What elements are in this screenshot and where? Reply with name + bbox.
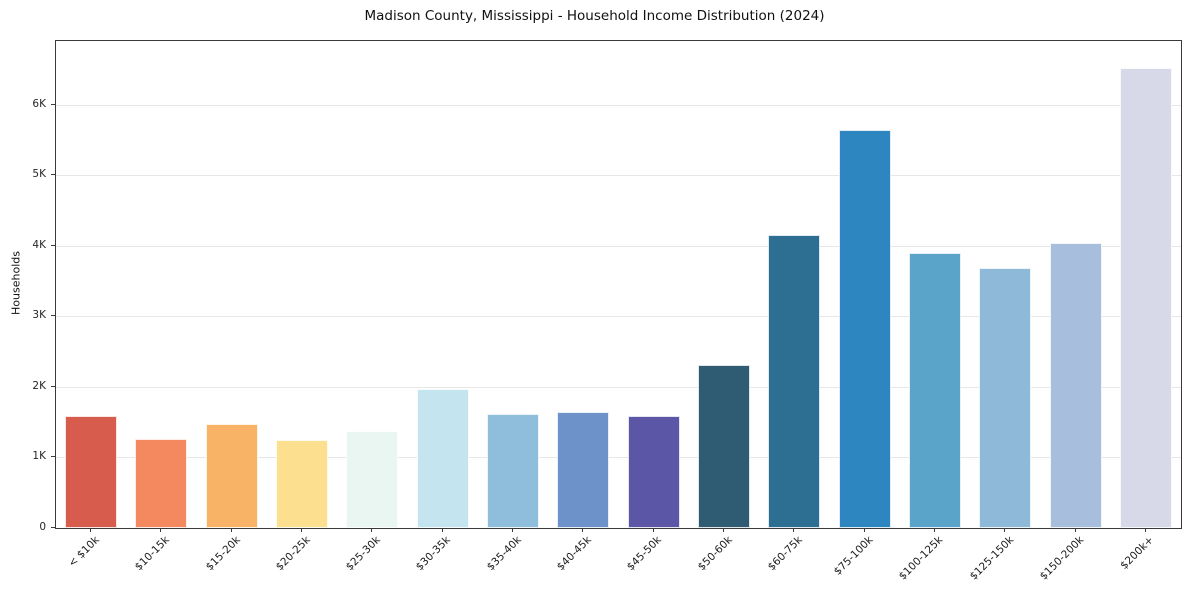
x-tick-mark bbox=[301, 528, 303, 532]
bar--150-200k bbox=[1049, 242, 1102, 528]
gridline bbox=[56, 245, 1181, 247]
gridline bbox=[56, 104, 1181, 106]
x-tick-label: $125-150k bbox=[967, 534, 1016, 583]
gridline bbox=[56, 175, 1181, 177]
y-tick-label: 2K bbox=[32, 379, 46, 392]
y-axis-label: Households bbox=[9, 251, 23, 315]
y-tick-mark bbox=[51, 456, 55, 458]
bar--200k- bbox=[1119, 67, 1172, 528]
x-tick-mark bbox=[160, 528, 162, 532]
y-tick-mark bbox=[51, 315, 55, 317]
y-tick-label: 4K bbox=[32, 238, 46, 251]
x-tick-mark bbox=[722, 528, 724, 532]
x-tick-mark bbox=[582, 528, 584, 532]
bar--125-150k bbox=[979, 268, 1032, 528]
x-tick-mark bbox=[512, 528, 514, 532]
bar--45-50k bbox=[627, 416, 680, 528]
bar--30-35k bbox=[416, 388, 469, 528]
x-tick-mark bbox=[441, 528, 443, 532]
y-tick-mark bbox=[51, 527, 55, 528]
bar--50-60k bbox=[697, 364, 750, 528]
y-tick-mark bbox=[51, 103, 55, 105]
x-tick-label: $25-30k bbox=[343, 534, 383, 574]
x-tick-label: $100-125k bbox=[896, 534, 946, 583]
bar--40-45k bbox=[557, 412, 610, 528]
bar--20-25k bbox=[276, 440, 329, 528]
x-tick-label: $30-35k bbox=[414, 534, 454, 574]
x-tick-mark bbox=[793, 528, 795, 532]
y-tick-mark bbox=[51, 244, 55, 246]
x-tick-label: $40-45k bbox=[554, 534, 594, 574]
y-tick-label: 1K bbox=[32, 450, 46, 463]
bar--100-125k bbox=[908, 252, 961, 528]
x-tick-mark bbox=[90, 528, 92, 532]
x-tick-label: $20-25k bbox=[273, 534, 313, 574]
y-tick-label: 5K bbox=[32, 168, 46, 181]
bar--35-40k bbox=[487, 414, 540, 528]
x-tick-label: < $10k bbox=[66, 534, 102, 570]
x-tick-mark bbox=[230, 528, 232, 532]
bar--60-75k bbox=[768, 235, 821, 528]
x-tick-mark bbox=[1144, 528, 1146, 532]
x-tick-label: $200k+ bbox=[1118, 534, 1157, 572]
x-tick-label: $75-100k bbox=[831, 534, 876, 578]
bar--75-100k bbox=[838, 129, 891, 528]
plot-area bbox=[55, 40, 1182, 529]
y-tick-mark bbox=[51, 174, 55, 176]
x-tick-label: $15-20k bbox=[203, 534, 243, 574]
x-tick-label: $150-200k bbox=[1037, 534, 1087, 583]
bar--25-30k bbox=[346, 431, 399, 528]
gridline bbox=[56, 457, 1181, 459]
y-tick-mark bbox=[51, 385, 55, 387]
bar--10k bbox=[65, 416, 118, 528]
y-tick-label: 0 bbox=[39, 521, 46, 533]
x-tick-mark bbox=[933, 528, 935, 532]
x-tick-mark bbox=[863, 528, 865, 532]
y-tick-label: 3K bbox=[32, 309, 46, 322]
x-tick-label: $10-15k bbox=[132, 534, 172, 574]
x-tick-mark bbox=[1074, 528, 1076, 532]
chart-title: Madison County, Mississippi - Household … bbox=[364, 8, 825, 24]
x-tick-label: $50-60k bbox=[695, 534, 735, 574]
y-tick-label: 6K bbox=[32, 97, 46, 110]
bar--10-15k bbox=[135, 439, 188, 528]
x-tick-mark bbox=[371, 528, 373, 532]
x-tick-label: $45-50k bbox=[625, 534, 665, 574]
x-tick-label: $60-75k bbox=[765, 534, 805, 574]
gridline bbox=[56, 386, 1181, 388]
gridline bbox=[56, 316, 1181, 318]
bar--15-20k bbox=[205, 423, 258, 528]
x-tick-label: $35-40k bbox=[484, 534, 524, 574]
x-tick-mark bbox=[652, 528, 654, 532]
x-tick-mark bbox=[1004, 528, 1006, 532]
